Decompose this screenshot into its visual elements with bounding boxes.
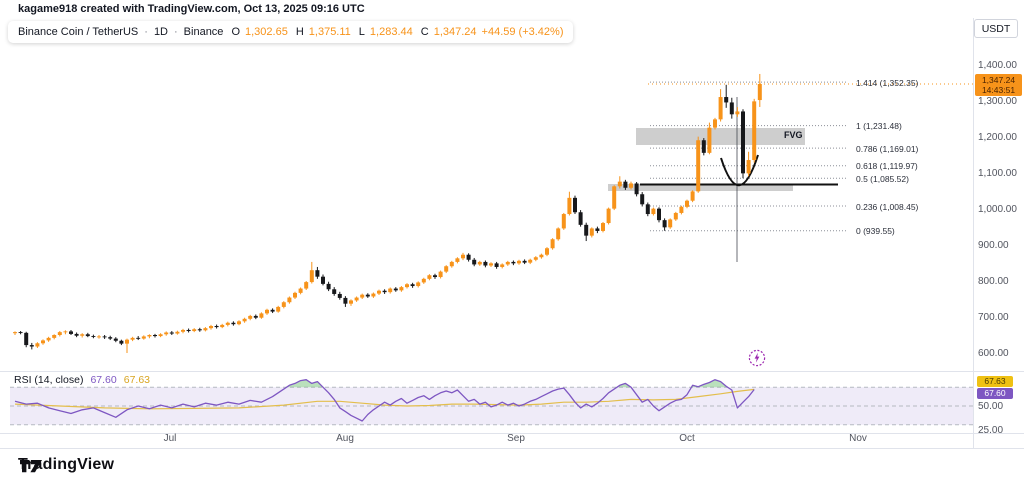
rsi-indicator-legend[interactable]: RSI (14, close) 67.60 67.63 [14,374,150,386]
price-tick: 800.00 [978,276,1009,287]
last-price-value: 1,347.24 [981,75,1016,85]
tradingview-brand-text: TradingView [18,456,115,473]
price-tick: 600.00 [978,348,1009,359]
rsi-tick: 50.00 [978,401,1004,412]
time-tick: Nov [849,433,867,444]
lightning-icon [748,349,766,367]
rsi-axis-badge: 67.60 [977,388,1013,399]
time-tick: Sep [507,433,525,444]
exchange-label: Binance [183,26,224,38]
price-tick: 1,100.00 [978,168,1017,179]
price-tick: 700.00 [978,312,1009,323]
high-value: 1,375.11 [308,26,351,38]
price-tick: 1,000.00 [978,204,1017,215]
price-tick: 1,200.00 [978,132,1017,143]
bar-countdown: 14:43:51 [981,85,1016,95]
fib-label: 0.5 (1,085.52) [856,173,909,184]
pane-separator[interactable] [0,371,1024,372]
open-value: 1,302.65 [245,26,288,38]
tradingview-logo[interactable]: TradingView [18,456,114,474]
legend-separator: · [144,26,148,38]
fib-label: 0.236 (1,008.45) [856,201,919,212]
tradingview-mark-icon [20,460,42,473]
open-label: O [231,26,240,38]
interval-label[interactable]: 1D [153,26,168,38]
price-tick: 1,400.00 [978,60,1017,71]
fib-label: 0.618 (1,119.97) [856,161,918,172]
price-tick: 900.00 [978,240,1009,251]
close-label: C [420,26,429,38]
widget-bottom-border [0,448,1024,449]
rsi-ma-axis-badge: 67.63 [977,376,1013,387]
rsi-tick: 25.00 [978,424,1004,436]
symbol-name[interactable]: Binance Coin / TetherUS [18,26,139,38]
fib-label: 0 (939.55) [856,226,895,237]
high-label: H [295,26,304,38]
legend-separator: · [174,26,178,38]
close-value: 1,347.24 [433,26,477,38]
fib-label: 1.414 (1,352.35) [856,77,919,88]
flash-drawing-button[interactable] [748,349,766,367]
fib-label: 0.786 (1,169.01) [856,143,919,154]
symbol-legend[interactable]: Binance Coin / TetherUS · 1D · Binance O… [8,21,574,43]
currency-toggle-button[interactable]: USDT [974,19,1018,38]
watermark-attribution: kagame918 created with TradingView.com, … [18,3,365,15]
rsi-title[interactable]: RSI (14, close) [14,374,84,386]
rsi-value: 67.60 [90,374,117,386]
rsi-ma-value: 67.63 [123,374,151,386]
time-tick: Jul [163,433,177,444]
time-tick: Aug [336,433,354,444]
change-value: +44.59 (+3.42%) [481,26,564,38]
time-tick: Oct [679,433,695,444]
time-axis-separator [0,433,1024,434]
fib-label: 1 (1,231.48) [856,121,902,132]
low-value: 1,283.44 [369,26,413,38]
fvg-annotation-label[interactable]: FVG [784,130,803,140]
low-label: L [358,26,365,38]
price-axis-separator [973,18,974,448]
price-tick: 1,300.00 [978,96,1017,107]
last-price-badge: 1,347.24 14:43:51 [975,74,1022,96]
